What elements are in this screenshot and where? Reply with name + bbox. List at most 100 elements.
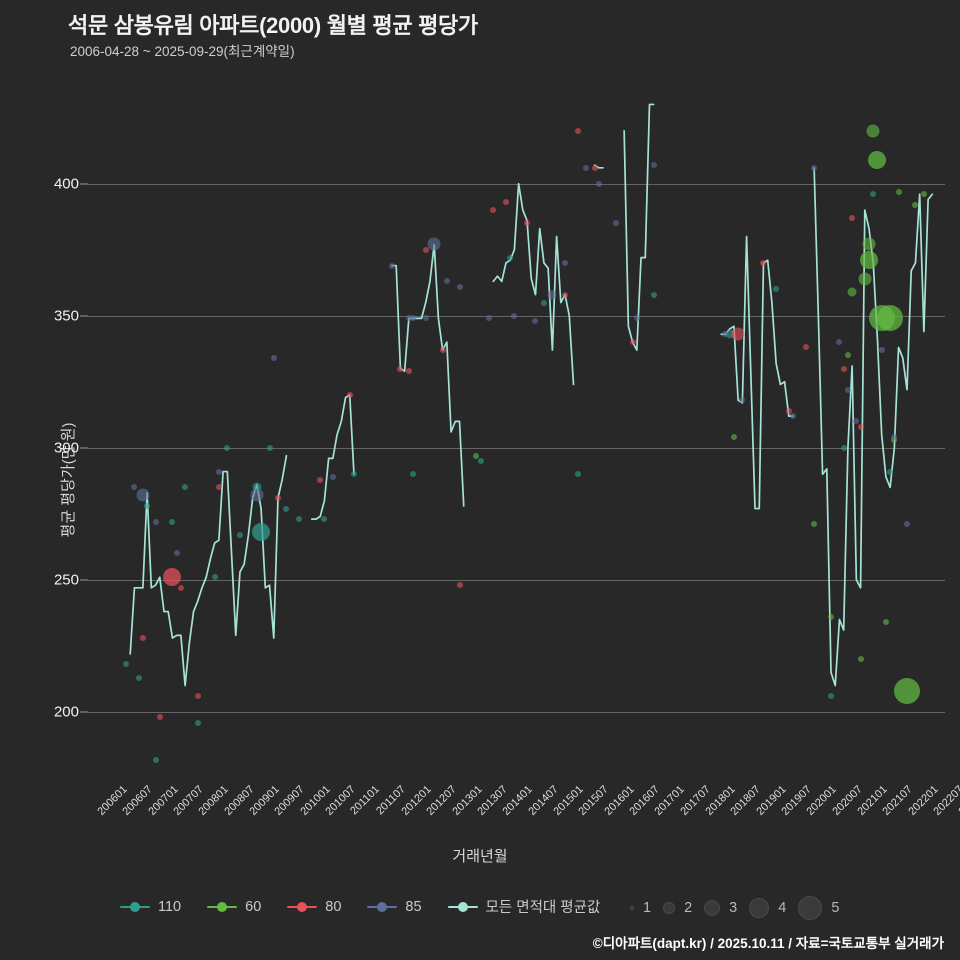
- scatter-point: [507, 254, 514, 261]
- size-legend-item-3: 3: [704, 900, 737, 916]
- legend-item-110[interactable]: 110: [120, 899, 181, 915]
- scatter-point: [152, 756, 159, 763]
- scatter-point: [790, 413, 797, 420]
- scatter-point: [650, 291, 657, 298]
- size-legend-dot-icon: [749, 898, 770, 918]
- size-legend-label: 5: [831, 900, 840, 916]
- scatter-point: [877, 305, 904, 332]
- scatter-point: [456, 283, 463, 290]
- scatter-point: [317, 476, 324, 483]
- scatter-point: [283, 505, 290, 512]
- scatter-point: [194, 719, 201, 726]
- scatter-point: [891, 434, 898, 441]
- scatter-point: [473, 452, 480, 459]
- scatter-point: [252, 482, 262, 492]
- scatter-point: [224, 444, 231, 451]
- legend-item-85[interactable]: 85: [367, 899, 422, 915]
- scatter-point: [397, 365, 404, 372]
- scatter-point: [811, 521, 818, 528]
- gridline: [88, 183, 945, 185]
- y-tick-mark: [80, 183, 88, 185]
- legend-item-모든-면적대-평균값[interactable]: 모든 면적대 평균값: [447, 896, 601, 917]
- size-legend-item-2: 2: [663, 900, 692, 916]
- scatter-point: [182, 484, 189, 491]
- legend-marker-icon: [287, 900, 318, 914]
- legend-label: 80: [325, 898, 342, 915]
- scatter-point: [194, 693, 201, 700]
- scatter-point: [410, 471, 417, 478]
- scatter-point: [163, 568, 182, 587]
- legend-item-80[interactable]: 80: [287, 899, 341, 915]
- size-legend-label: 3: [729, 900, 738, 916]
- size-legend-dot-icon: [630, 906, 634, 910]
- scatter-point: [760, 259, 767, 266]
- scatter-point: [811, 164, 818, 171]
- scatter-point: [236, 531, 243, 538]
- scatter-point: [139, 635, 146, 641]
- size-legend-label: 2: [684, 900, 693, 916]
- y-tick-mark: [80, 447, 88, 449]
- scatter-point: [828, 693, 834, 700]
- x-axis-label: 거래년월: [452, 848, 508, 865]
- size-legend-dot-icon: [663, 902, 676, 914]
- scatter-point: [131, 484, 138, 491]
- scatter-point: [211, 574, 218, 581]
- scatter-point: [844, 386, 851, 393]
- scatter-point: [773, 286, 780, 293]
- legend-marker-icon: [447, 900, 478, 914]
- size-legend-item-4: 4: [749, 898, 786, 918]
- scatter-point: [574, 127, 581, 134]
- scatter-point: [895, 188, 902, 195]
- scatter-point: [650, 162, 657, 169]
- scatter-point: [828, 613, 834, 620]
- y-tick-label: 350: [53, 307, 79, 325]
- scatter-point: [177, 584, 184, 591]
- scatter-point: [169, 518, 176, 525]
- scatter-point: [612, 220, 619, 227]
- scatter-point: [388, 262, 395, 269]
- scatter-point: [144, 502, 151, 509]
- scatter-point: [595, 180, 602, 187]
- size-legend-dot-icon: [798, 896, 823, 920]
- scatter-point: [887, 468, 894, 475]
- average-line-series: [129, 103, 934, 687]
- x-axis-ticks: 200601 200607 200701 200707 200801 200807 2009…: [88, 778, 960, 848]
- scatter-point: [427, 237, 441, 251]
- y-tick-mark: [80, 579, 88, 581]
- scatter-point: [920, 191, 927, 198]
- scatter-point: [844, 352, 851, 359]
- scatter-point: [405, 315, 412, 322]
- scatter-point: [562, 291, 569, 298]
- legend-marker-icon: [207, 900, 238, 914]
- scatter-point: [858, 272, 872, 286]
- scatter-point: [443, 278, 450, 285]
- scatter-point: [490, 207, 497, 214]
- scatter-point: [152, 518, 159, 525]
- scatter-point: [847, 287, 857, 297]
- legend-item-60[interactable]: 60: [207, 899, 261, 915]
- size-legend-label: 1: [643, 900, 652, 916]
- scatter-point: [135, 674, 142, 681]
- scatter-point: [329, 473, 336, 480]
- scatter-point: [532, 318, 539, 325]
- scatter-point: [422, 246, 429, 253]
- gridline: [88, 711, 945, 713]
- y-tick-label: 300: [53, 439, 79, 457]
- size-legend: 1 2 3 4 5: [630, 896, 851, 920]
- scatter-point: [477, 458, 484, 465]
- scatter-point: [350, 471, 357, 478]
- scatter-point: [266, 444, 273, 451]
- scatter-point: [215, 484, 222, 491]
- size-legend-item-1: 1: [630, 900, 651, 916]
- scatter-point: [136, 488, 150, 502]
- scatter-point: [633, 315, 640, 322]
- series-legend: 110 60 80 85 모든 면적대 평균값: [120, 896, 626, 917]
- scatter-point: [173, 550, 180, 557]
- scatter-point: [836, 339, 843, 346]
- scatter-point: [346, 391, 353, 398]
- legend-label: 모든 면적대 평균값: [485, 900, 601, 916]
- y-tick-label: 200: [53, 703, 79, 721]
- scatter-point: [583, 164, 590, 171]
- y-tick-mark: [80, 315, 88, 317]
